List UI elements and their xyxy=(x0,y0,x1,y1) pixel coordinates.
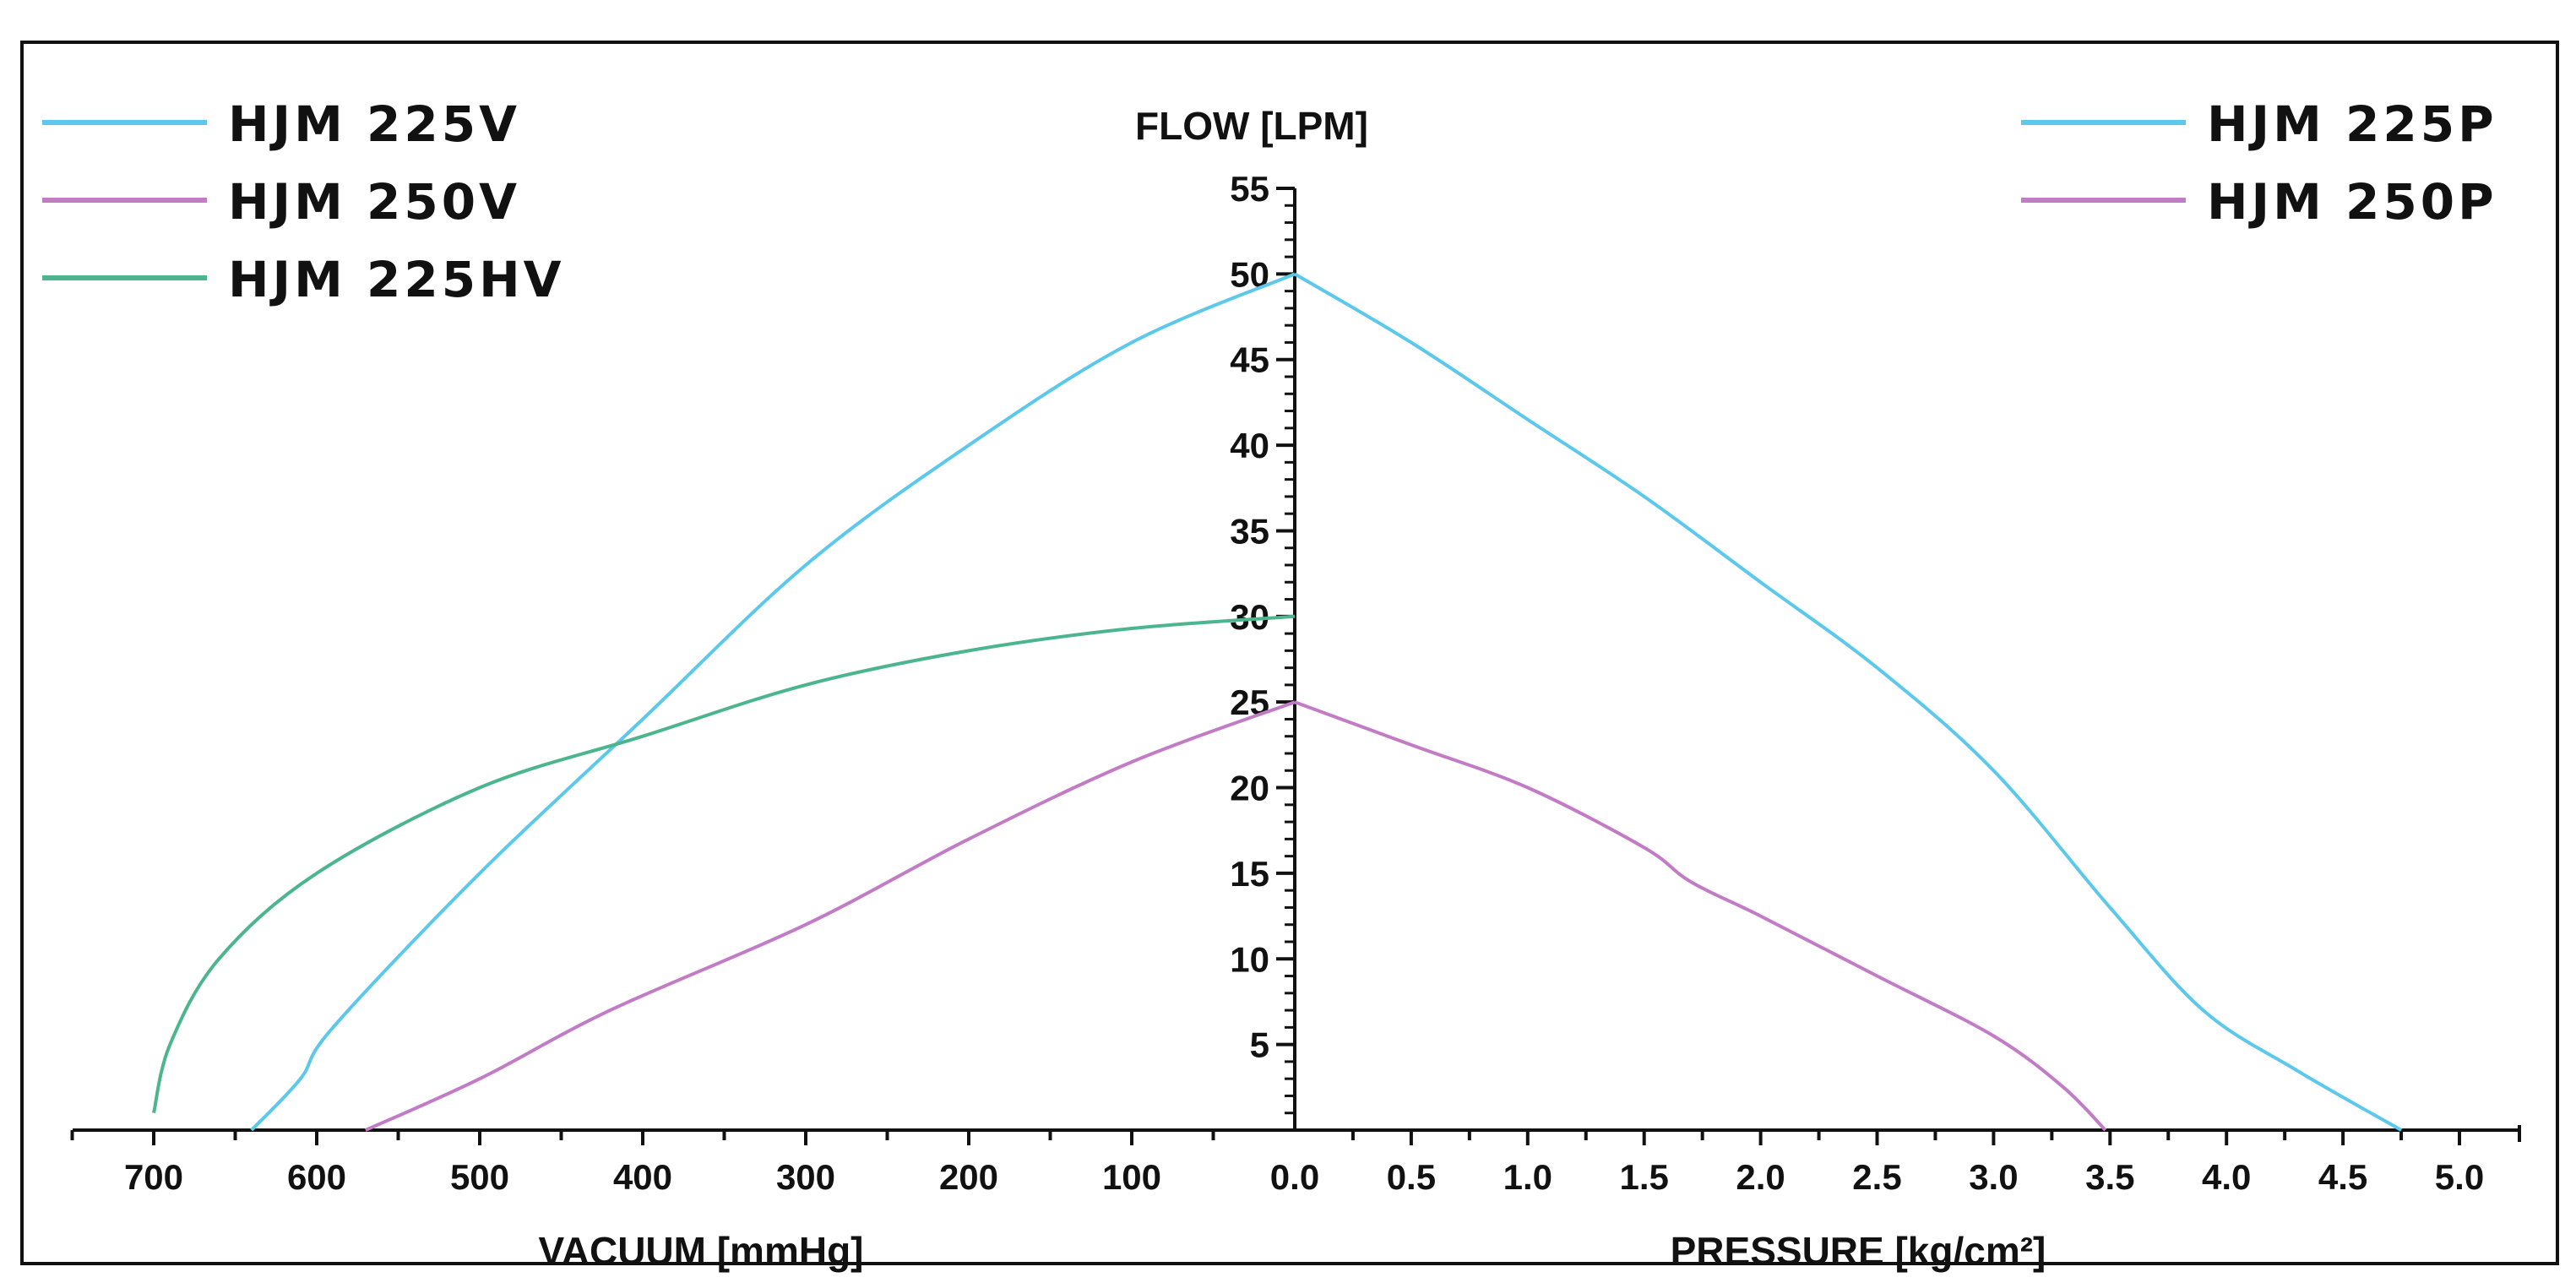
vacuum-tick-label: 200 xyxy=(939,1157,998,1197)
y-tick-label: 35 xyxy=(1230,511,1269,551)
legend-label-hjm-250v: HJM 250V xyxy=(228,173,520,231)
legend-label-hjm-250p: HJM 250P xyxy=(2207,173,2497,231)
series-line-hjm-225v xyxy=(250,272,1296,1132)
y-tick-label: 15 xyxy=(1230,854,1269,894)
pressure-tick-label: 3.5 xyxy=(2085,1157,2134,1197)
series-line-hjm-250p xyxy=(1294,700,2107,1132)
y-axis-title: FLOW [LPM] xyxy=(1135,104,1368,148)
legend-label-hjm-225v: HJM 225V xyxy=(228,95,520,153)
pressure-tick-label: 1.5 xyxy=(1620,1157,1669,1197)
pressure-axis-title: PRESSURE [kg/cm²] xyxy=(1671,1229,2046,1273)
pressure-tick-label: 0.0 xyxy=(1270,1157,1319,1197)
y-tick-label: 40 xyxy=(1230,426,1269,465)
legend-label-hjm-225hv: HJM 225HV xyxy=(228,251,565,308)
vacuum-tick-label: 500 xyxy=(450,1157,509,1197)
y-tick-label: 5 xyxy=(1250,1025,1269,1065)
vacuum-tick-label: 600 xyxy=(287,1157,346,1197)
pressure-tick-label: 0.5 xyxy=(1387,1157,1436,1197)
pressure-tick-label: 4.5 xyxy=(2318,1157,2367,1197)
pressure-tick-label: 4.0 xyxy=(2202,1157,2251,1197)
legend-layer: HJM 225V HJM 250V HJM 225HV HJM 225P HJM 250… xyxy=(42,95,2497,308)
pressure-tick-label: 2.5 xyxy=(1852,1157,1901,1197)
y-tick-label: 55 xyxy=(1230,169,1269,209)
pressure-tick-label: 2.0 xyxy=(1736,1157,1785,1197)
y-tick-label: 10 xyxy=(1230,939,1269,979)
chart-frame xyxy=(20,41,2559,1265)
vacuum-tick-label: 100 xyxy=(1102,1157,1161,1197)
pressure-tick-label: 3.0 xyxy=(1969,1157,2018,1197)
pressure-tick-label: 1.0 xyxy=(1503,1157,1552,1197)
y-tick-label: 45 xyxy=(1230,340,1269,380)
series-line-hjm-225hv xyxy=(152,614,1296,1114)
legend-label-hjm-225p: HJM 225P xyxy=(2207,95,2497,153)
series-line-hjm-250v xyxy=(365,700,1296,1132)
vacuum-axis-title: VACUUM [mmHg] xyxy=(538,1229,863,1273)
y-tick-label: 50 xyxy=(1230,254,1269,294)
series-line-hjm-225p xyxy=(1293,272,2403,1132)
series-layer xyxy=(152,272,2403,1132)
vacuum-tick-label: 300 xyxy=(776,1157,835,1197)
y-tick-label: 25 xyxy=(1230,682,1269,722)
vacuum-tick-label: 700 xyxy=(124,1157,183,1197)
pressure-tick-label: 5.0 xyxy=(2435,1157,2484,1197)
y-tick-label: 20 xyxy=(1230,769,1269,808)
vacuum-tick-label: 400 xyxy=(613,1157,672,1197)
